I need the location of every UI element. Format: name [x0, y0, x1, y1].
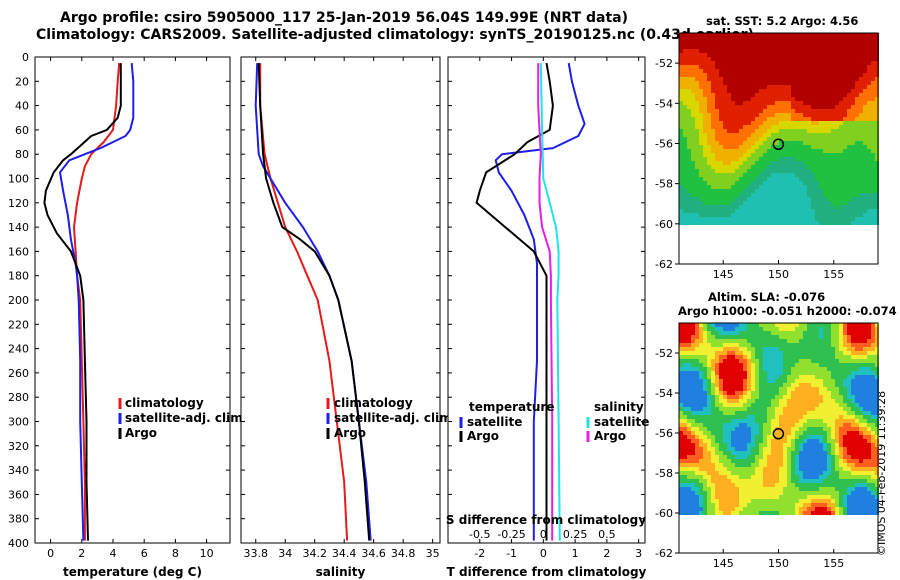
x-tick-label-temperature: 8 — [172, 547, 179, 560]
top-tick-label-sdiff: 0 — [540, 528, 547, 541]
argo-position-marker — [772, 138, 785, 151]
legend-label-sal: satellite-adj. clim. — [334, 411, 456, 425]
y-tick-label: 280 — [8, 391, 29, 404]
y-tick-label: 200 — [8, 294, 29, 307]
map-x-tick-label: 155 — [823, 268, 844, 281]
series-line-climatology — [259, 63, 349, 541]
legend-title-sdiff: salinity — [594, 400, 644, 414]
series-line-argo — [43, 63, 122, 541]
figure-title-line2: Climatology: CARS2009. Satellite-adjuste… — [36, 27, 754, 43]
x-tick-label-temperature: 10 — [200, 547, 214, 560]
x-tick-label-salinity: 34.6 — [361, 547, 386, 560]
y-tick-label: 160 — [8, 245, 29, 258]
legend-label-temp: satellite-adj. clim. — [125, 411, 247, 425]
map-y-tick-label: -60 — [655, 507, 673, 520]
legend-label-sdiff: Argo — [594, 429, 626, 443]
map-field-map_sst — [679, 33, 879, 225]
map-y-tick-label: -52 — [655, 347, 673, 360]
map-y-tick-label: -56 — [655, 427, 673, 440]
map-field-map_sla — [679, 323, 879, 515]
map-y-tick-label: -56 — [655, 137, 673, 150]
y-tick-label: 120 — [8, 197, 29, 210]
series-line-satellite-adj-clim- — [59, 63, 135, 541]
x-tick-label-difference: 2 — [603, 547, 610, 560]
series-line-s-satellite — [539, 63, 561, 541]
legend-title-tdiff: temperature — [469, 400, 554, 414]
panel-frame-salinity — [240, 56, 441, 544]
y-tick-label: 300 — [8, 416, 29, 429]
map-y-tick-label: -58 — [655, 467, 673, 480]
sla-map-subtitle: Argo h1000: -0.051 h2000: -0.074 — [678, 304, 897, 318]
map-x-tick-label: 145 — [713, 268, 734, 281]
x-axis-label-temperature: temperature (deg C) — [63, 565, 202, 579]
series-line-t-argo — [475, 62, 554, 541]
x-tick-label-difference: -2 — [474, 547, 485, 560]
top-tick-label-sdiff: 0.25 — [563, 528, 588, 541]
map-y-tick-label: -60 — [655, 218, 673, 231]
x-axis-label-difference: T difference from climatology — [447, 565, 647, 579]
legend-label-sdiff: satellite — [594, 415, 649, 429]
map-x-tick-label: 150 — [768, 557, 789, 570]
top-tick-label-sdiff: -0.5 — [469, 528, 490, 541]
x-tick-label-difference: 1 — [572, 547, 579, 560]
map-y-tick-label: -54 — [655, 97, 673, 110]
series-line-t-satellite — [494, 62, 586, 541]
sst-map-title: sat. SST: 5.2 Argo: 4.56 — [706, 14, 859, 28]
figure-title-line1: Argo profile: csiro 5905000_117 25-Jan-2… — [60, 10, 629, 26]
top-axis-label-sdiff: S difference from climatology — [446, 513, 646, 527]
top-tick-label-sdiff: 0.5 — [598, 528, 616, 541]
sla-map-title: Altim. SLA: -0.076 — [708, 290, 826, 304]
y-tick-label: 140 — [8, 221, 29, 234]
map-y-tick-label: -52 — [655, 57, 673, 70]
y-tick-label: 360 — [8, 488, 29, 501]
panel-frame-temperature — [34, 56, 231, 544]
x-tick-label-temperature: 2 — [78, 547, 85, 560]
x-axis-label-salinity: salinity — [316, 565, 366, 579]
x-tick-label-salinity: 34 — [278, 547, 292, 560]
y-tick-label: 0 — [22, 51, 29, 64]
x-tick-label-salinity: 34.2 — [302, 547, 327, 560]
y-tick-label: 180 — [8, 270, 29, 283]
y-tick-label: 380 — [8, 513, 29, 526]
legend-label-temp: Argo — [125, 426, 157, 440]
y-tick-label: 240 — [8, 343, 29, 356]
y-tick-label: 60 — [15, 124, 29, 137]
y-tick-label: 320 — [8, 440, 29, 453]
map-x-tick-label: 145 — [713, 557, 734, 570]
map-y-tick-label: -54 — [655, 387, 673, 400]
legend-label-tdiff: Argo — [467, 429, 499, 443]
x-tick-label-difference: 0 — [540, 547, 547, 560]
legend-label-tdiff: satellite — [467, 415, 522, 429]
x-tick-label-salinity: 34.8 — [391, 547, 416, 560]
x-tick-label-temperature: 6 — [141, 547, 148, 560]
map-y-tick-label: -62 — [655, 547, 673, 560]
series-line-s-argo — [537, 63, 554, 541]
legend-label-temp: climatology — [125, 396, 204, 410]
y-tick-label: 400 — [8, 537, 29, 550]
x-tick-label-temperature: 4 — [110, 547, 117, 560]
x-tick-label-salinity: 34.4 — [332, 547, 357, 560]
y-tick-label: 40 — [15, 100, 29, 113]
y-tick-label: 80 — [15, 148, 29, 161]
y-tick-label: 220 — [8, 318, 29, 331]
x-tick-label-difference: 3 — [635, 547, 642, 560]
y-tick-label: 340 — [8, 464, 29, 477]
map-y-tick-label: -62 — [655, 258, 673, 271]
x-tick-label-temperature: 0 — [47, 547, 54, 560]
legend-label-sal: climatology — [334, 396, 413, 410]
y-tick-label: 260 — [8, 367, 29, 380]
map-y-tick-label: -58 — [655, 178, 673, 191]
x-tick-label-salinity: 33.8 — [243, 547, 268, 560]
x-tick-label-salinity: 35 — [426, 547, 440, 560]
x-tick-label-difference: -1 — [506, 547, 517, 560]
map-x-tick-label: 155 — [823, 557, 844, 570]
series-line-argo — [257, 63, 371, 541]
map-x-tick-label: 150 — [768, 268, 789, 281]
legend-label-sal: Argo — [334, 426, 366, 440]
top-tick-label-sdiff: -0.25 — [497, 528, 525, 541]
y-tick-label: 20 — [15, 75, 29, 88]
argo-position-marker — [772, 428, 785, 440]
y-tick-label: 100 — [8, 173, 29, 186]
